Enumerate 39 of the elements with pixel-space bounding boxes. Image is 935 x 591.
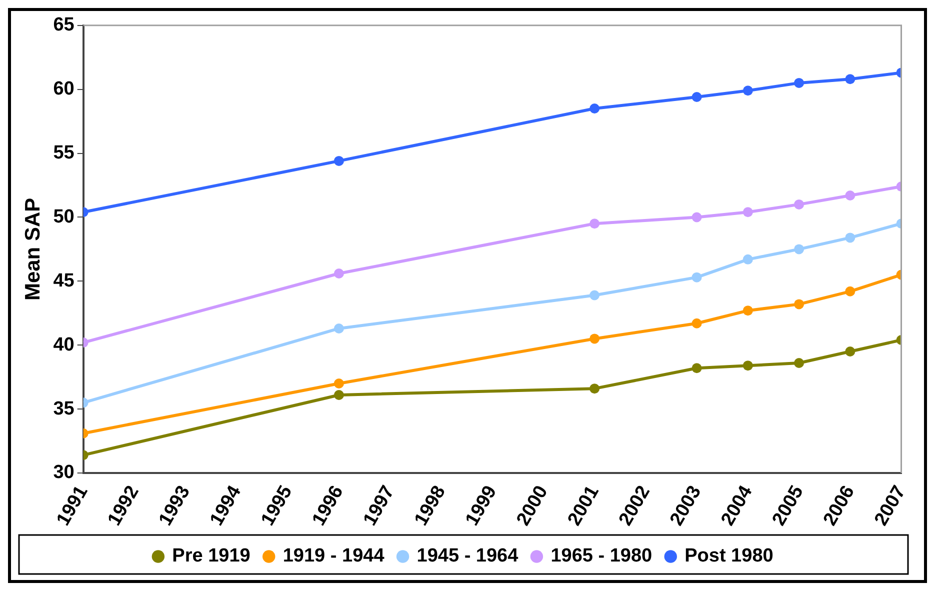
y-tick-label: 30 bbox=[53, 462, 74, 484]
point bbox=[845, 232, 856, 243]
point bbox=[794, 78, 804, 88]
legend-label: Pre 1919 bbox=[172, 546, 250, 567]
y-tick-label: 65 bbox=[53, 14, 75, 36]
legend-label: 1919 - 1944 bbox=[282, 546, 385, 567]
point bbox=[845, 346, 856, 357]
y-tick-label: 35 bbox=[53, 398, 75, 420]
legend-label: Post 1980 bbox=[684, 546, 774, 567]
point bbox=[590, 104, 600, 114]
legend-label: 1945 - 1964 bbox=[416, 546, 519, 567]
y-tick-label: 55 bbox=[53, 142, 75, 164]
y-tick-label: 40 bbox=[53, 334, 74, 356]
point bbox=[845, 286, 856, 296]
y-tick-label: 45 bbox=[53, 270, 75, 292]
point bbox=[590, 334, 600, 344]
point bbox=[590, 218, 600, 229]
point bbox=[794, 244, 804, 254]
point bbox=[794, 199, 804, 210]
point bbox=[692, 318, 702, 328]
y-tick-label: 50 bbox=[53, 206, 74, 228]
point bbox=[590, 290, 600, 300]
point bbox=[692, 363, 702, 374]
point bbox=[590, 384, 600, 394]
point bbox=[692, 272, 702, 282]
point bbox=[742, 360, 753, 371]
point bbox=[794, 358, 804, 368]
point bbox=[742, 254, 753, 264]
point bbox=[742, 306, 753, 316]
point bbox=[845, 190, 856, 200]
point bbox=[742, 207, 753, 218]
y-axis-title: Mean SAP bbox=[21, 198, 44, 301]
point bbox=[845, 74, 856, 84]
point bbox=[742, 86, 753, 96]
point bbox=[794, 299, 804, 310]
point bbox=[692, 92, 702, 102]
legend-label: 1965 - 1980 bbox=[550, 546, 652, 567]
point bbox=[692, 212, 702, 222]
y-tick-label: 60 bbox=[53, 78, 74, 100]
